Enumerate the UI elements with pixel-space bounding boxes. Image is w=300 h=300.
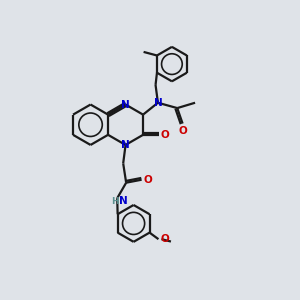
Text: O: O	[160, 234, 169, 244]
Text: N: N	[154, 98, 162, 108]
Text: N: N	[121, 100, 130, 110]
Text: O: O	[178, 126, 187, 136]
Text: N: N	[121, 140, 130, 150]
Text: N: N	[119, 196, 128, 206]
Text: O: O	[161, 130, 170, 140]
Text: H: H	[111, 196, 119, 206]
Text: O: O	[144, 175, 152, 185]
